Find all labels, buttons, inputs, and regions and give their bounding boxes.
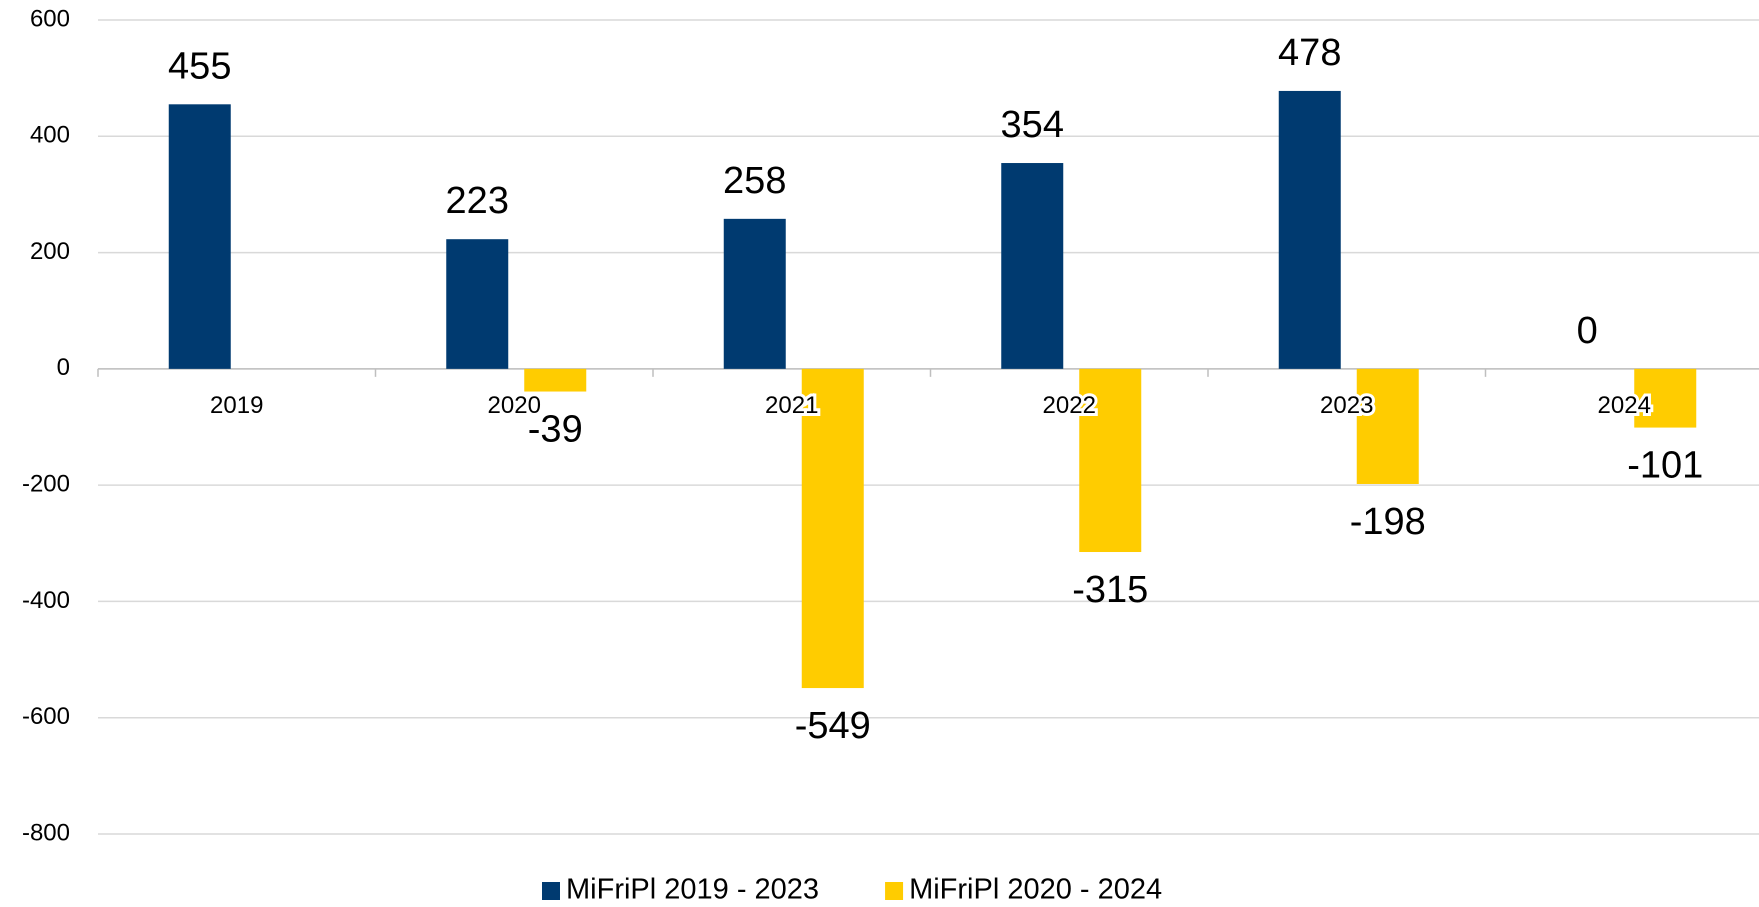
bar	[1356, 368, 1419, 484]
bar	[723, 218, 786, 369]
legend-label: MiFriPl 2020 - 2024	[909, 874, 1162, 906]
bar	[1634, 368, 1697, 428]
legend-swatch	[885, 882, 904, 900]
bar	[1079, 368, 1142, 553]
y-tick-label: 200	[30, 238, 70, 265]
data-label: 455	[168, 45, 231, 87]
data-label: -39	[528, 409, 583, 451]
x-tick-label: 2021	[765, 392, 818, 419]
x-tick-label: 2024	[1598, 392, 1651, 419]
legend-label: MiFriPl 2019 - 2023	[566, 874, 819, 906]
y-tick-label: -800	[22, 819, 70, 846]
y-tick-label: -200	[22, 470, 70, 497]
x-tick-label: 2022	[1043, 392, 1096, 419]
data-label: -549	[795, 705, 871, 747]
data-label: 223	[446, 180, 509, 222]
data-label: 0	[1577, 310, 1598, 352]
data-label: -101	[1627, 445, 1703, 487]
data-label: 258	[723, 160, 786, 202]
y-tick-label: 0	[57, 354, 70, 381]
data-label: 354	[1001, 104, 1064, 146]
bar	[801, 368, 864, 689]
legend-swatch	[542, 882, 560, 900]
data-label: -198	[1350, 501, 1426, 543]
bar	[168, 104, 231, 369]
y-tick-label: -600	[22, 703, 70, 730]
y-tick-label: 600	[30, 5, 70, 32]
bar	[1001, 163, 1064, 369]
x-tick-label: 2023	[1320, 392, 1373, 419]
bar	[446, 239, 509, 369]
data-label: 478	[1278, 32, 1341, 74]
data-label: -315	[1072, 569, 1148, 611]
x-tick-label: 2019	[210, 392, 263, 419]
x-tick-label: 2020	[488, 392, 541, 419]
y-tick-label: -400	[22, 587, 70, 614]
bar	[1278, 90, 1341, 369]
y-tick-label: 400	[30, 122, 70, 149]
bar	[524, 368, 587, 392]
